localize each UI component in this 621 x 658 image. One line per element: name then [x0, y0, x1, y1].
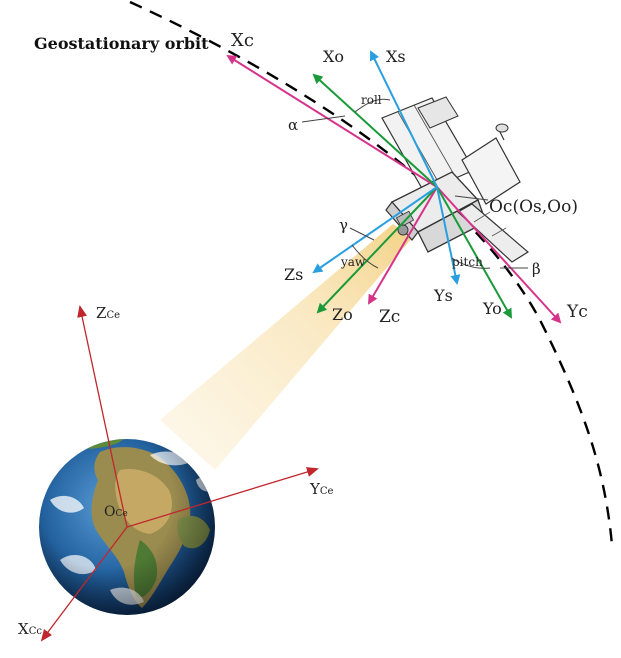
ys-label: Ys: [433, 286, 453, 305]
xs-label: Xs: [386, 47, 406, 66]
zo-label: Zo: [332, 305, 353, 324]
zc-axis: [367, 186, 438, 305]
ys-axis: [436, 186, 461, 285]
xo-axis: [312, 73, 438, 188]
yc-label: Yc: [566, 302, 588, 322]
origin-leader: [454, 195, 489, 201]
satellite: [381, 96, 530, 263]
xs-axis: [370, 50, 438, 188]
xc-axis: [226, 54, 438, 188]
alpha-leader: [301, 115, 346, 123]
orbit-title: Geostationary orbit: [34, 34, 209, 53]
zc-label: Zc: [379, 307, 400, 327]
beta-label: β: [532, 260, 541, 278]
earth-y-label: YCe: [309, 480, 334, 498]
satellite-origin-label: Oc(Os,Oo): [489, 197, 578, 217]
yo-axis: [436, 186, 512, 319]
alpha-label: α: [288, 116, 298, 134]
earth-x-label: XCc: [18, 620, 42, 638]
earth-globe: [39, 439, 215, 615]
earth-z-axis: [77, 305, 128, 528]
roll-arc: [354, 98, 391, 113]
earth-y-axis: [126, 467, 319, 528]
earth-z-label: ZCe: [96, 304, 120, 322]
geostationary-orbit-arc: [129, 0, 614, 546]
yaw-arc: [351, 244, 379, 269]
yc-axis: [436, 186, 562, 324]
yaw-label: yaw: [340, 255, 366, 269]
zs-axis: [312, 186, 438, 274]
pitch-arc: [451, 257, 491, 269]
xc-label: Xc: [231, 30, 254, 51]
sensor-beam: [160, 224, 412, 470]
xo-label: Xo: [323, 47, 344, 66]
earth-origin-label: OCe: [104, 504, 128, 520]
zo-axis: [316, 186, 438, 314]
earth-x-axis: [40, 526, 128, 642]
zs-label: Zs: [284, 265, 303, 284]
gamma-leader: [349, 227, 375, 241]
gamma-label: γ: [339, 216, 348, 234]
pitch-label: pitch: [452, 255, 483, 269]
roll-label: roll: [361, 93, 382, 107]
yo-label: Yo: [482, 299, 502, 318]
